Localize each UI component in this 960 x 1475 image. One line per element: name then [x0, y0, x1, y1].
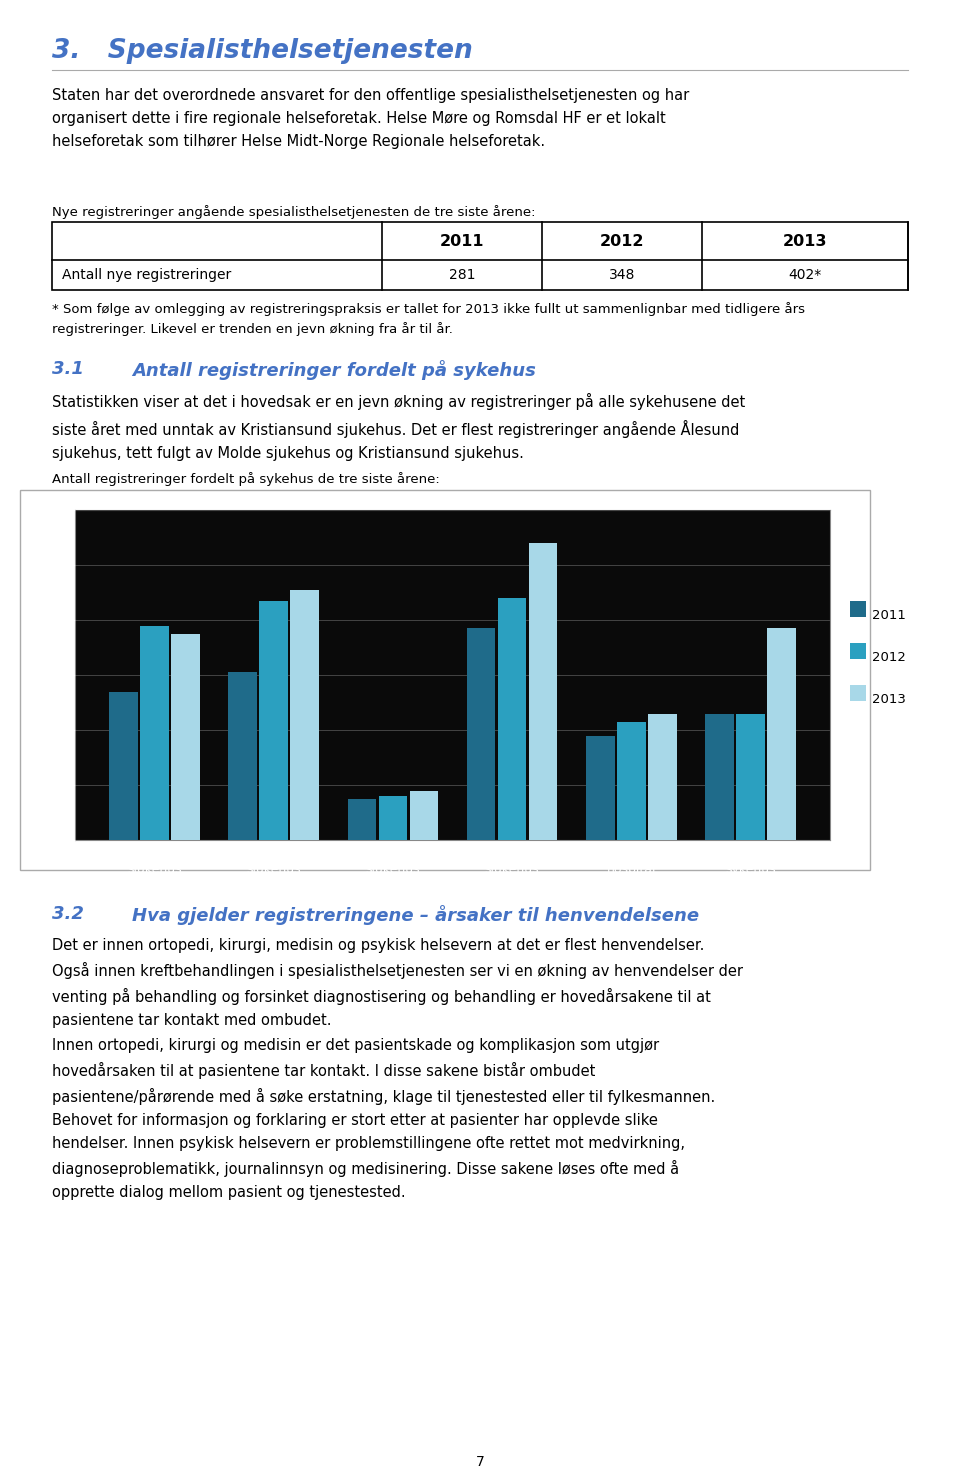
- Text: 2012: 2012: [600, 233, 644, 248]
- Bar: [850, 600, 866, 617]
- Bar: [52, 223, 908, 291]
- Text: 7: 7: [475, 1454, 485, 1469]
- Text: 3.   Spesialisthelsetjenesten: 3. Spesialisthelsetjenesten: [52, 38, 472, 63]
- Text: 2013: 2013: [872, 693, 906, 707]
- Text: Hva gjelder registreringene – årsaker til henvendelsene: Hva gjelder registreringene – årsaker ti…: [132, 906, 699, 925]
- Bar: [850, 684, 866, 701]
- Bar: [291, 590, 319, 839]
- Bar: [467, 628, 495, 839]
- Bar: [171, 634, 200, 839]
- Bar: [498, 597, 526, 839]
- Text: 348: 348: [609, 268, 636, 282]
- Bar: [109, 692, 138, 839]
- Bar: [850, 643, 866, 659]
- Bar: [529, 543, 558, 839]
- Text: Nye registreringer angående spesialisthelsetjenesten de tre siste årene:: Nye registreringer angående spesialisthe…: [52, 205, 536, 218]
- Bar: [736, 714, 765, 839]
- Bar: [586, 736, 614, 839]
- Bar: [228, 673, 257, 839]
- Text: Statistikken viser at det i hovedsak er en jevn økning av registreringer på alle: Statistikken viser at det i hovedsak er …: [52, 392, 745, 460]
- Bar: [378, 796, 407, 839]
- Text: 402*: 402*: [788, 268, 822, 282]
- Text: Staten har det overordnede ansvaret for den offentlige spesialisthelsetjenesten : Staten har det overordnede ansvaret for …: [52, 88, 689, 149]
- Text: Innen ortopedi, kirurgi og medisin er det pasientskade og komplikasjon som utgjø: Innen ortopedi, kirurgi og medisin er de…: [52, 1038, 715, 1199]
- Text: 281: 281: [448, 268, 475, 282]
- Text: Antall registreringer fordelt på sykehus de tre siste årene:: Antall registreringer fordelt på sykehus…: [52, 472, 440, 485]
- Text: 2012: 2012: [872, 650, 906, 664]
- Text: 2011: 2011: [440, 233, 484, 248]
- Text: Antall registreringer fordelt på sykehus: Antall registreringer fordelt på sykehus: [132, 360, 536, 381]
- Bar: [259, 600, 288, 839]
- Bar: [767, 628, 796, 839]
- Text: 2011: 2011: [872, 609, 906, 622]
- Bar: [140, 625, 169, 839]
- Bar: [20, 490, 870, 870]
- Text: Antall nye registreringer: Antall nye registreringer: [62, 268, 231, 282]
- Text: 2013: 2013: [782, 233, 828, 248]
- Text: * Som følge av omlegging av registreringspraksis er tallet for 2013 ikke fullt u: * Som følge av omlegging av registrering…: [52, 302, 805, 336]
- Bar: [348, 799, 376, 839]
- Bar: [705, 714, 733, 839]
- Bar: [648, 714, 677, 839]
- Text: 3.1: 3.1: [52, 360, 84, 378]
- Text: 3.2: 3.2: [52, 906, 84, 923]
- Text: Det er innen ortopedi, kirurgi, medisin og psykisk helsevern at det er flest hen: Det er innen ortopedi, kirurgi, medisin …: [52, 938, 743, 1028]
- Bar: [410, 791, 438, 839]
- Bar: [617, 721, 645, 839]
